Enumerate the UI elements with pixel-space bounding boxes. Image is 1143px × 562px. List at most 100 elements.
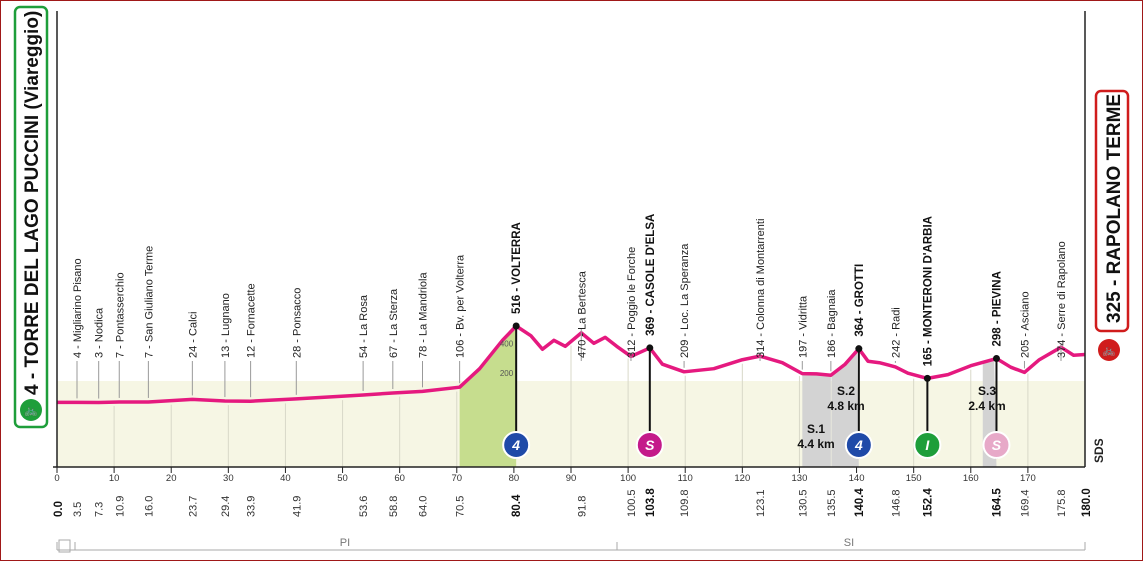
start-bike-icon <box>20 399 42 421</box>
waypoint-label: 7 - Pontasserchio <box>114 272 126 358</box>
waypoint-label: 78 - La Mandriola <box>418 272 430 358</box>
waypoint-km: 7.3 <box>94 502 106 517</box>
waypoint-label: 4 - Migliarino Pisano <box>72 258 84 358</box>
waypoint-km: 175.8 <box>1056 489 1068 517</box>
finish-bike-glyph: 🚲 <box>1102 344 1116 357</box>
race-marker-icon <box>635 431 664 459</box>
waypoint-label: 28 - Ponsacco <box>291 288 303 358</box>
sds-logo: SDS <box>1092 438 1106 463</box>
race-marker-icon <box>502 431 531 459</box>
sector-length: 4.8 km <box>827 399 864 413</box>
waypoint-km: 109.8 <box>679 489 691 517</box>
waypoint-label: 516 - VOLTERRA <box>511 222 523 314</box>
sector-band <box>802 373 831 467</box>
race-marker-symbol: S <box>992 437 1002 453</box>
waypoint-label: 242 - Radi <box>890 307 902 358</box>
waypoint-label: 209 - Loc. La Speranza <box>679 243 691 358</box>
waypoint-dot <box>855 345 863 353</box>
km-tick-label: 150 <box>906 473 922 484</box>
waypoint-km: 70.5 <box>455 496 467 517</box>
race-marker-symbol: 4 <box>511 437 520 453</box>
waypoint-label: 54 - La Rosa <box>358 294 370 358</box>
waypoint-km: 130.5 <box>797 489 809 517</box>
climb-area <box>459 326 517 467</box>
sector-length: 2.4 km <box>968 399 1005 413</box>
waypoint-km: 103.8 <box>645 488 657 517</box>
km-tick-label: 130 <box>792 473 808 484</box>
waypoint-km: 100.5 <box>626 489 638 517</box>
waypoint-label: 298 - PIEVINA <box>991 271 1003 346</box>
start-badge-box <box>13 5 49 429</box>
km-tick-label: 160 <box>963 473 979 484</box>
km-tick-label: 100 <box>620 473 636 484</box>
waypoint-km: 91.8 <box>576 496 588 517</box>
waypoint-label: 165 - MONTERONI D'ARBIA <box>922 216 934 366</box>
race-marker-icon <box>844 431 873 459</box>
region-label-pi: PI <box>340 537 350 549</box>
waypoint-label: 106 - Bv. per Volterra <box>455 254 467 358</box>
waypoint-label: 67 - La Sterza <box>388 288 400 358</box>
waypoint-label: 197 - Vidritta <box>797 295 809 358</box>
race-marker-symbol: 4 <box>854 437 863 453</box>
climb-sprint-markers: 4 S 4 I S <box>502 431 1011 459</box>
waypoint-label: 470 - La Bertesca <box>576 270 588 358</box>
km-axis: 0 10 20 30 40 50 60 70 80 90 100 110 120 130 140 150 160… <box>54 467 1036 484</box>
waypoint-km: 146.8 <box>890 489 902 517</box>
start-km-label: 0.0 <box>53 501 65 517</box>
finish-bike-icon <box>1098 339 1120 361</box>
waypoint-label: 205 - Asciano <box>1019 291 1031 358</box>
waypoint-km: 53.6 <box>358 496 370 517</box>
waypoint-km: 123.1 <box>755 489 767 517</box>
waypoint-km: 10.9 <box>114 496 126 517</box>
waypoint-label: 13 - Lugnano <box>220 293 232 358</box>
region-bar: PI SI <box>56 537 1086 553</box>
waypoint-km: 58.8 <box>388 496 400 517</box>
waypoint-km: 29.4 <box>220 496 232 517</box>
waypoint-km: 64.0 <box>418 496 430 517</box>
waypoint-dot <box>992 355 1000 363</box>
finish-badge: 325 - RAPOLANO TERME 🚲 <box>1094 89 1130 361</box>
waypoint-dot <box>646 344 654 352</box>
altitude-tick-label: 200 <box>500 369 514 378</box>
km-tick-label: 20 <box>166 473 177 484</box>
km-tick-label: 70 <box>451 473 462 484</box>
waypoint-label: 374 - Serre di Rapolano <box>1056 241 1068 358</box>
waypoint-labels: 4 - Migliarino Pisano 3.5 3 - Nodica 7.3 7 -… <box>72 214 1068 517</box>
km-tick-label: 40 <box>280 473 291 484</box>
race-marker-symbol: I <box>925 437 930 453</box>
altitude-tick-label: 400 <box>500 339 514 348</box>
waypoint-km: 41.9 <box>291 496 303 517</box>
km-tick-label: 170 <box>1020 473 1036 484</box>
waypoint-km: 152.4 <box>922 488 934 517</box>
waypoint-label: 3 - Nodica <box>94 307 106 358</box>
waypoint-label: 312 - Poggio le Forche <box>626 247 638 358</box>
finish-badge-box <box>1094 89 1130 333</box>
race-marker-icon <box>982 431 1011 459</box>
sector-name: S.3 <box>978 384 996 398</box>
waypoint-km: 3.5 <box>72 502 84 517</box>
race-marker-icon <box>913 431 942 459</box>
km-tick-label: 0 <box>54 473 59 484</box>
start-badge: 4 - TORRE DEL LAGO PUCCINI (Viareggio) 🚲 <box>13 5 49 429</box>
waypoint-km: 169.4 <box>1019 489 1031 517</box>
km-tick-label: 60 <box>394 473 405 484</box>
waypoint-km: 33.9 <box>246 496 258 517</box>
region-flag-icon <box>58 539 71 553</box>
waypoint-km: 164.5 <box>991 488 1003 517</box>
start-label: 4 - TORRE DEL LAGO PUCCINI (Viareggio) <box>22 11 43 395</box>
altitude-ticks: 200 400 <box>500 339 514 378</box>
waypoint-label: 7 - San Giuliano Terme <box>143 246 155 358</box>
km-tick-label: 110 <box>678 473 693 484</box>
km-tick-label: 120 <box>734 473 750 484</box>
waypoint-label: 24 - Calci <box>187 312 199 358</box>
km-tick-label: 30 <box>223 473 234 484</box>
region-label-si: SI <box>844 537 854 549</box>
waypoint-km: 140.4 <box>854 488 866 517</box>
waypoint-km: 23.7 <box>187 496 199 517</box>
waypoint-km: 80.4 <box>511 494 523 517</box>
waypoint-label: 364 - GROTTI <box>854 264 866 337</box>
km-tick-label: 140 <box>849 473 865 484</box>
km-tick-label: 50 <box>337 473 348 484</box>
